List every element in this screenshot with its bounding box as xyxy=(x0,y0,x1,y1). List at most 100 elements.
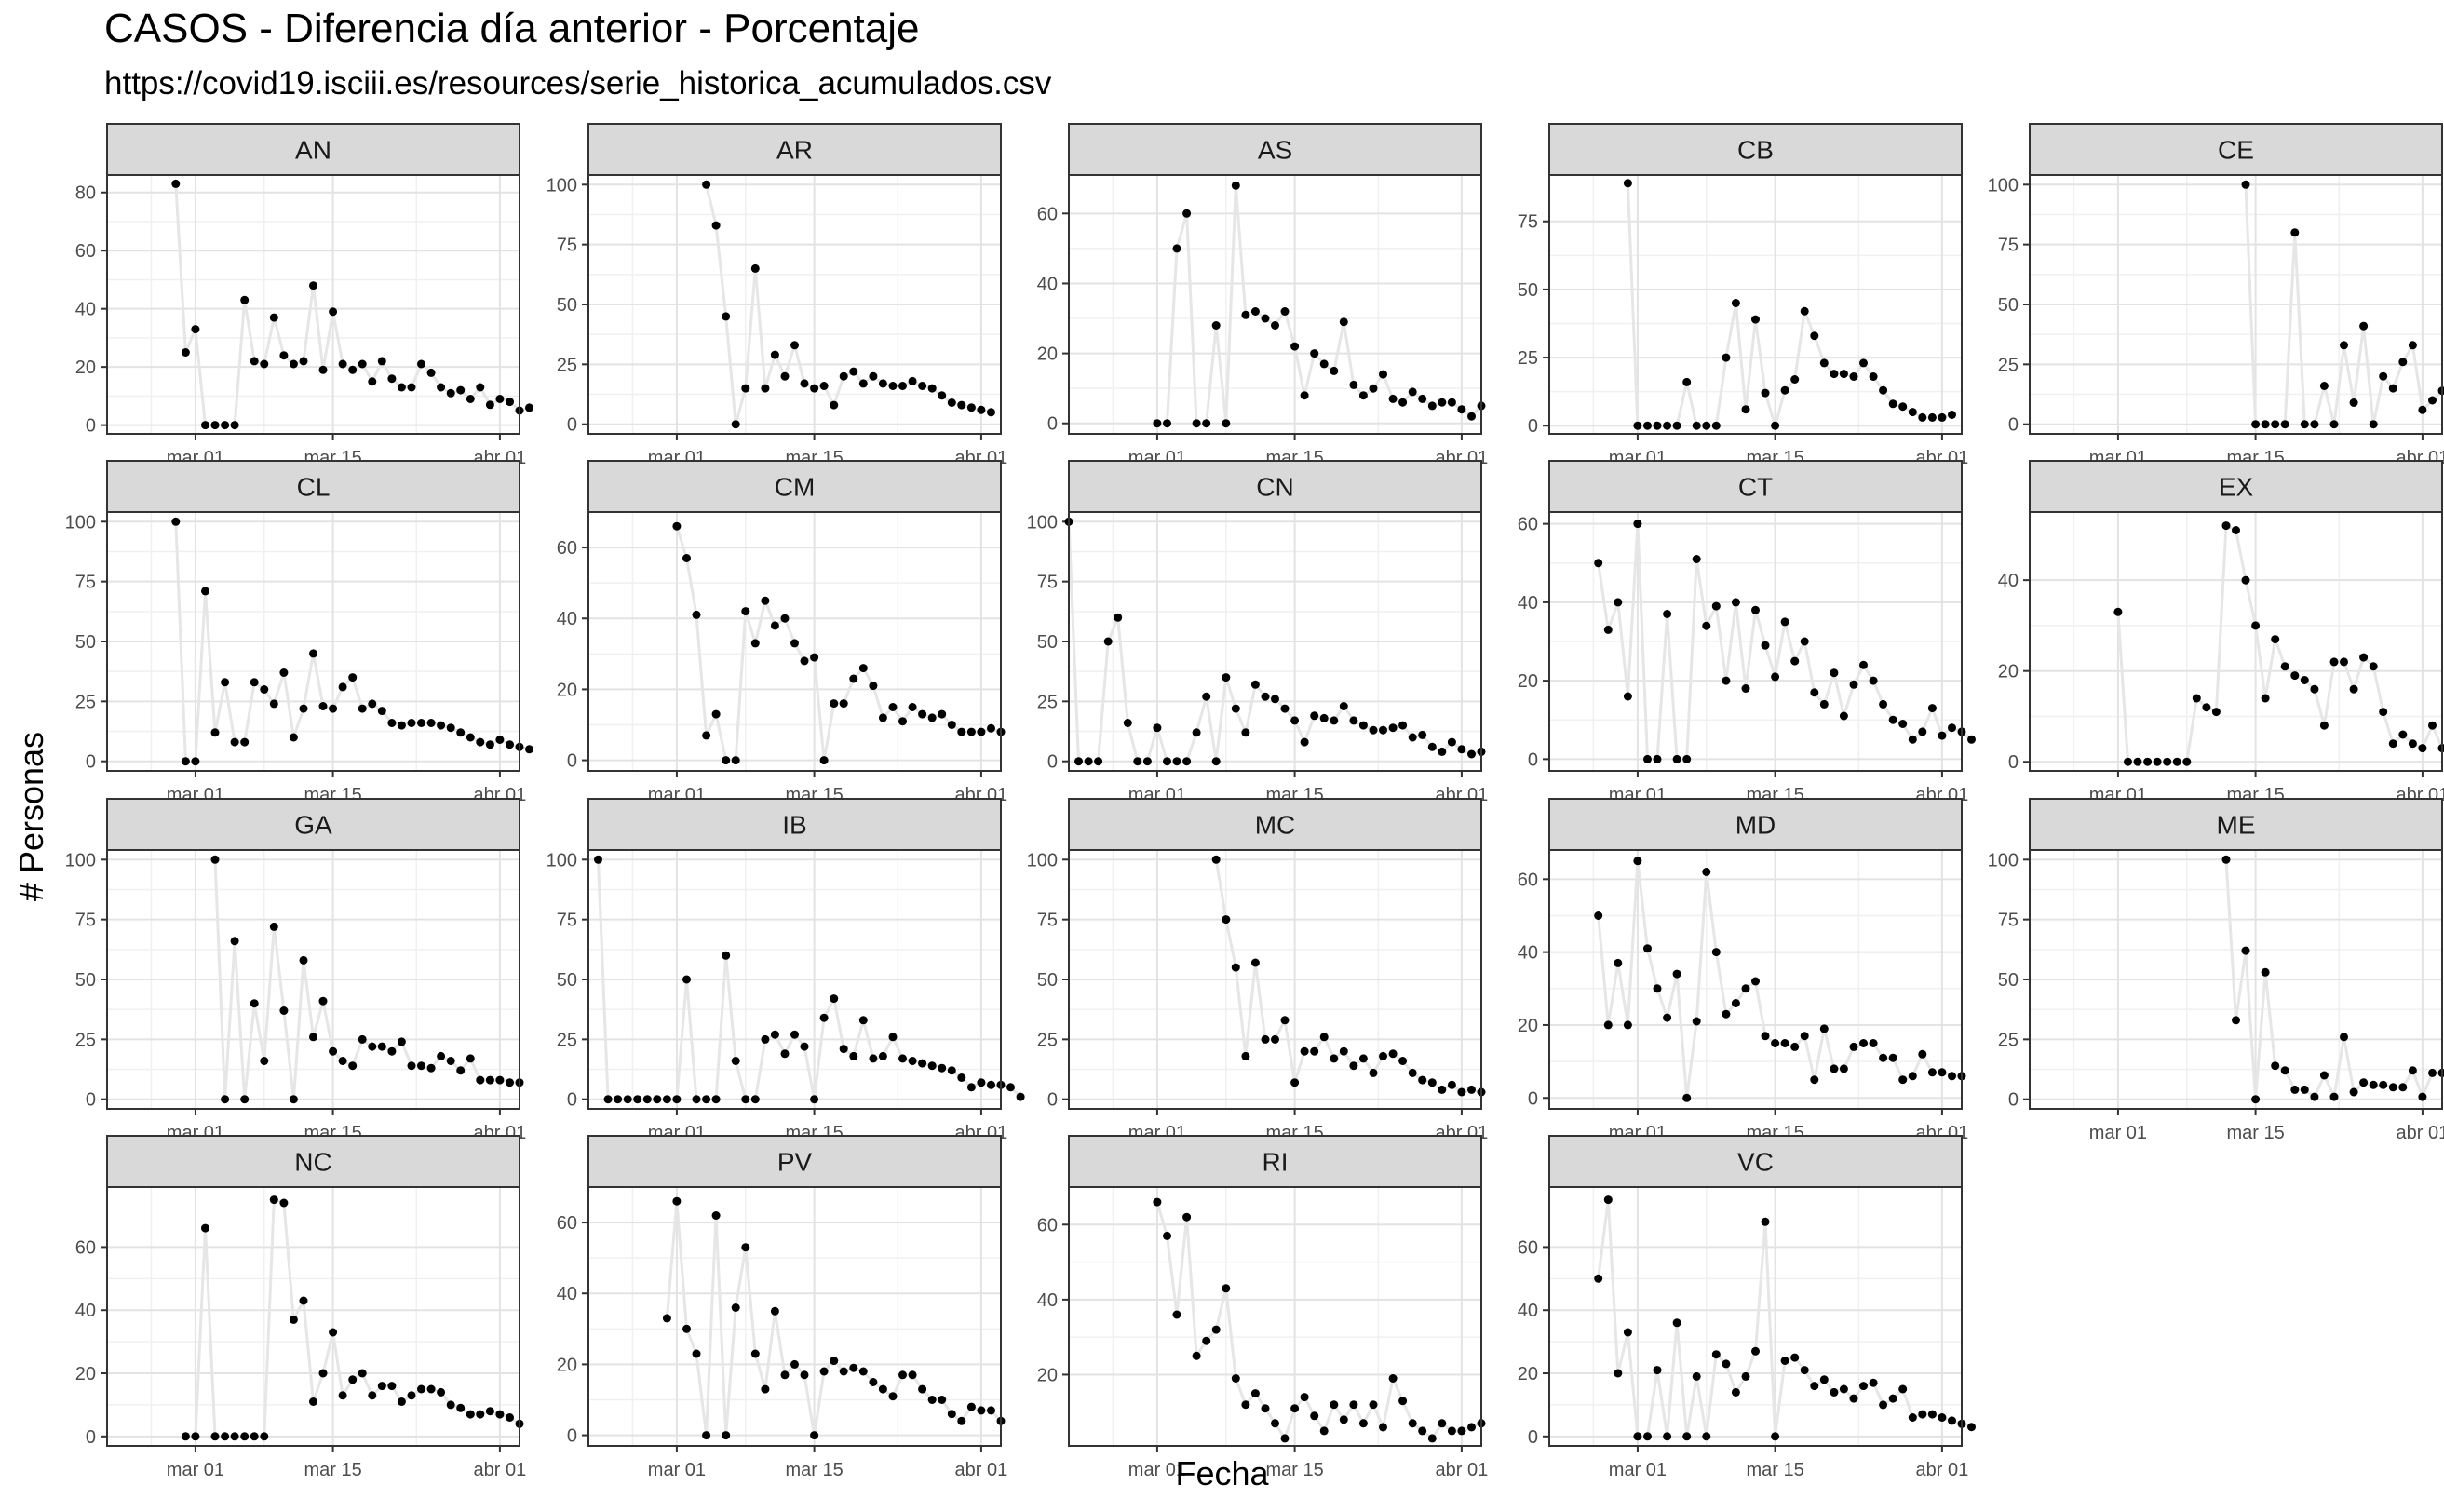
data-point xyxy=(1388,1049,1398,1059)
data-point xyxy=(662,1314,671,1323)
facet-strip-label: CB xyxy=(1737,136,1774,165)
data-point xyxy=(338,1391,347,1400)
data-point xyxy=(1702,421,1711,430)
data-point xyxy=(279,1006,289,1015)
data-point xyxy=(1016,1092,1025,1101)
data-point xyxy=(240,1095,250,1104)
data-point xyxy=(2329,657,2339,667)
y-tick-label: 25 xyxy=(75,1030,96,1050)
data-point xyxy=(407,383,416,392)
data-point xyxy=(358,704,367,713)
y-tick-label: 75 xyxy=(557,236,577,256)
y-tick-label: 100 xyxy=(547,175,577,196)
data-point xyxy=(221,1432,230,1441)
data-point xyxy=(1369,1400,1378,1410)
data-point xyxy=(1202,1336,1211,1345)
data-point xyxy=(1250,680,1260,689)
data-point xyxy=(1349,716,1358,725)
data-point xyxy=(810,1095,819,1104)
data-point xyxy=(1938,412,1947,422)
data-point xyxy=(338,359,347,369)
data-point xyxy=(1869,372,1878,381)
data-point xyxy=(368,1042,377,1051)
data-point xyxy=(1819,358,1829,368)
data-point xyxy=(1790,1353,1800,1362)
y-tick-label: 0 xyxy=(1528,1427,1538,1448)
data-point xyxy=(1682,1093,1692,1102)
data-point xyxy=(623,1095,632,1104)
panel-border xyxy=(106,174,520,435)
data-point xyxy=(1280,1434,1290,1443)
data-point xyxy=(2319,1071,2329,1080)
data-point xyxy=(1261,692,1270,701)
data-point xyxy=(2398,1083,2408,1092)
data-point xyxy=(368,377,377,386)
x-tick-label: abr 01 xyxy=(955,1460,1008,1480)
data-point xyxy=(1388,1374,1398,1383)
data-point xyxy=(1153,723,1162,733)
data-point xyxy=(1339,1046,1348,1056)
y-tick-label: 75 xyxy=(75,911,96,931)
data-point xyxy=(1271,1419,1279,1428)
facet-strip-label: CL xyxy=(297,473,331,502)
data-point xyxy=(1849,680,1858,689)
data-point xyxy=(417,719,425,727)
data-point xyxy=(397,721,406,730)
data-point xyxy=(888,703,898,711)
data-point xyxy=(878,379,887,388)
data-point xyxy=(1211,757,1221,766)
y-tick-label: 40 xyxy=(557,609,577,629)
data-point xyxy=(476,383,485,392)
data-point xyxy=(1722,1009,1731,1019)
data-point xyxy=(987,1080,995,1089)
data-point xyxy=(289,1315,298,1324)
facet-strip xyxy=(1548,1135,1963,1188)
data-point xyxy=(329,1328,338,1337)
data-point xyxy=(750,263,760,273)
data-point xyxy=(1672,1318,1681,1328)
data-point xyxy=(2398,358,2408,367)
data-point xyxy=(1653,754,1662,763)
panel-border xyxy=(2029,511,2443,772)
data-point xyxy=(397,383,406,392)
y-tick-label: 0 xyxy=(567,751,577,772)
facet-strip xyxy=(587,123,1002,176)
data-point xyxy=(1722,1359,1731,1369)
data-point xyxy=(987,1406,995,1415)
data-point xyxy=(878,1384,887,1394)
data-point xyxy=(466,1410,475,1419)
data-point xyxy=(977,1078,986,1087)
y-tick-label: 40 xyxy=(1518,1301,1538,1321)
data-point xyxy=(506,1078,514,1087)
data-point xyxy=(888,1392,898,1401)
data-point xyxy=(603,1095,613,1104)
facet-panel: RI 20 40 60 mar 01 mar 15 abr 01 xyxy=(1037,1135,1488,1480)
y-tick-label: 25 xyxy=(557,355,577,375)
data-point xyxy=(1711,421,1721,430)
data-point xyxy=(417,1061,425,1071)
data-point xyxy=(2388,739,2397,749)
data-point xyxy=(1427,401,1437,411)
data-point xyxy=(171,179,181,188)
data-point xyxy=(858,1016,868,1025)
y-tick-label: 20 xyxy=(557,680,577,700)
x-tick-label: mar 01 xyxy=(1609,1460,1667,1480)
data-point xyxy=(1927,412,1937,422)
facet-strip-label: CM xyxy=(775,473,816,502)
facet-strip xyxy=(587,798,1002,851)
data-point xyxy=(1427,742,1437,751)
data-point xyxy=(790,341,799,350)
y-tick-label: 0 xyxy=(1528,1088,1538,1109)
y-tick-label: 60 xyxy=(1518,870,1538,890)
data-point xyxy=(869,1378,878,1386)
data-point xyxy=(2300,420,2309,429)
data-point xyxy=(1192,419,1201,428)
data-point xyxy=(741,1243,750,1252)
data-point xyxy=(692,610,701,619)
data-point xyxy=(849,1051,858,1060)
data-point xyxy=(1761,641,1770,650)
y-tick-label: 40 xyxy=(1037,274,1058,294)
y-tick-label: 50 xyxy=(557,295,577,316)
data-point xyxy=(908,1370,917,1380)
